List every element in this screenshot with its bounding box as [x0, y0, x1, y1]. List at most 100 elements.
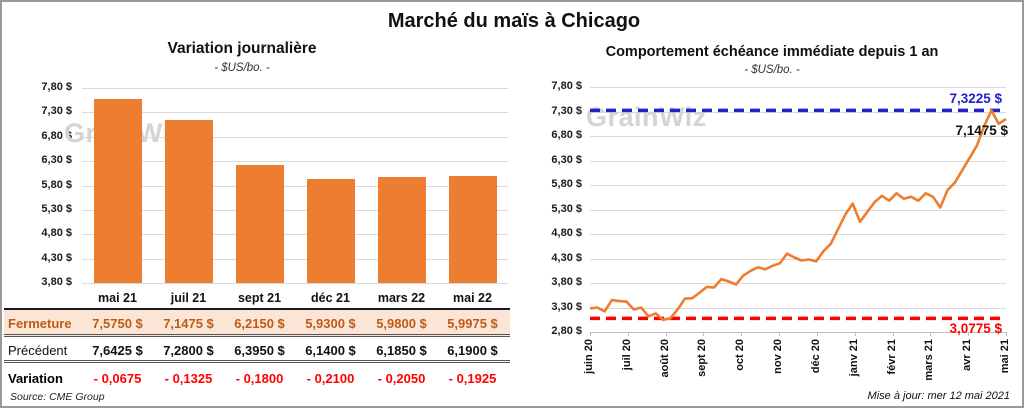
x-axis-tick: [665, 332, 667, 336]
x-axis-month-label: févr 21: [885, 339, 898, 375]
x-axis-tick: [741, 332, 743, 336]
gridline: [82, 136, 508, 138]
price-line-series: [589, 109, 1007, 322]
x-axis-tick: [968, 332, 970, 336]
row-label-fermeture: Fermeture: [8, 316, 72, 331]
y-axis-tick-label: 4,80 $: [551, 227, 582, 239]
table-cell: - 0,2050: [377, 370, 426, 386]
gridline: [82, 112, 508, 114]
table-cell: 7,6425 $: [92, 342, 143, 358]
y-axis-tick-label: 7,30 $: [41, 105, 72, 118]
x-axis-tick: [892, 332, 894, 336]
gridline: [82, 283, 508, 284]
low-value-label: 3,0775 $: [949, 321, 1002, 336]
gridline: [82, 209, 508, 211]
table-column-header: déc 21: [311, 291, 350, 305]
y-axis-tick-label: 2,80 $: [551, 325, 582, 337]
y-axis-tick-label: 6,80 $: [41, 129, 72, 142]
y-axis-tick-label: 7,80 $: [41, 81, 72, 93]
y-axis-tick-label: 4,30 $: [551, 251, 582, 264]
table-column-header: mai 21: [98, 291, 137, 305]
table-cell: 6,1850 $: [376, 342, 427, 358]
x-axis-month-label: oct 20: [734, 339, 747, 371]
bar: [164, 119, 213, 283]
table-cell: 6,1400 $: [305, 342, 356, 358]
gridline: [590, 283, 1006, 284]
x-axis-month-label: mars 21: [923, 339, 936, 381]
x-axis-tick: [590, 332, 591, 336]
x-axis-tick: [816, 332, 818, 336]
x-axis-month-label: janv 21: [847, 339, 860, 377]
left-chart-title: Variation journalière: [167, 40, 317, 57]
table-cell: 5,9975 $: [447, 316, 498, 331]
price-line-svg: [589, 108, 1007, 322]
y-axis-tick-label: 5,30 $: [41, 202, 72, 215]
table-row-fermeture: [4, 310, 510, 337]
x-axis-month-label: sept 20: [696, 339, 709, 377]
y-axis-tick-label: 6,30 $: [551, 153, 582, 166]
table-column-header: mars 22: [377, 291, 426, 305]
table-cell: 5,9800 $: [376, 316, 427, 331]
y-axis-tick-label: 3,80 $: [41, 276, 72, 288]
table-cell: 7,1475 $: [163, 316, 214, 331]
gridline: [82, 161, 508, 163]
right-chart-subtitle: - $US/bo. -: [744, 64, 800, 76]
source-note: Source: CME Group: [10, 391, 105, 403]
table-cell: - 0,1925: [448, 370, 497, 386]
y-axis-tick-label: 4,30 $: [41, 251, 72, 264]
table-cell: 6,3950 $: [234, 342, 285, 358]
gridline: [590, 185, 1006, 186]
x-axis-month-label: avr 21: [961, 339, 974, 371]
y-axis-tick-label: 6,30 $: [41, 154, 72, 167]
gridline: [82, 234, 508, 236]
y-axis-tick-label: 5,80 $: [41, 178, 72, 191]
table-cell: - 0,1800: [235, 370, 284, 386]
bar: [235, 165, 284, 283]
x-axis-month-label: juin 20: [583, 339, 595, 374]
x-axis-tick: [854, 332, 856, 336]
table-cell: 6,2150 $: [234, 316, 285, 331]
x-axis-month-label: nov 20: [772, 339, 785, 374]
table-cell: - 0,2100: [306, 370, 355, 386]
gridline: [590, 209, 1006, 211]
x-axis-tick: [1006, 332, 1007, 336]
x-axis-month-label: mai 21: [999, 339, 1011, 374]
table-column-header: sept 21: [237, 291, 282, 305]
y-axis-tick-label: 7,30 $: [551, 104, 582, 117]
y-axis-tick-label: 6,80 $: [551, 129, 582, 141]
y-axis-tick-label: 5,80 $: [551, 178, 582, 190]
y-axis-tick-label: 3,30 $: [551, 300, 582, 313]
x-axis-tick: [930, 332, 932, 336]
page-title: Marché du maïs à Chicago: [387, 10, 641, 32]
gridline: [590, 160, 1006, 162]
gridline: [590, 307, 1006, 309]
row-label-variation: Variation: [8, 370, 63, 386]
left-chart-subtitle: - $US/bo. -: [214, 62, 270, 74]
x-axis-month-label: déc 20: [809, 339, 822, 374]
table-cell: - 0,0675: [93, 370, 142, 386]
x-axis-line: [590, 332, 1006, 333]
table-row-precedent: [4, 337, 510, 363]
row-label-precedent: Précédent: [8, 342, 68, 358]
table-cell: 7,5750 $: [92, 316, 143, 331]
table-column-header: juil 21: [170, 291, 207, 305]
right-chart-title: Comportement échéance immédiate depuis 1…: [605, 44, 939, 60]
bar: [448, 175, 497, 283]
table-cell: 6,1900 $: [447, 342, 498, 358]
high-value-label: 7,3225 $: [949, 91, 1002, 106]
gridline: [82, 258, 508, 260]
gridline: [590, 234, 1006, 235]
x-axis-tick: [627, 332, 629, 336]
gridline: [82, 185, 508, 187]
x-axis-month-label: août 20: [658, 339, 671, 378]
table-column-header: mai 22: [453, 291, 492, 305]
last-value-label: 7,1475 $: [955, 123, 1008, 138]
x-axis-tick: [703, 332, 705, 336]
grainwiz-watermark-right: GrainWiz: [586, 102, 707, 132]
x-axis-tick: [779, 332, 781, 336]
y-axis-tick-label: 3,80 $: [551, 276, 582, 288]
y-axis-tick-label: 7,80 $: [551, 80, 582, 92]
y-axis-tick-label: 4,80 $: [41, 227, 72, 240]
gridline: [82, 88, 508, 89]
